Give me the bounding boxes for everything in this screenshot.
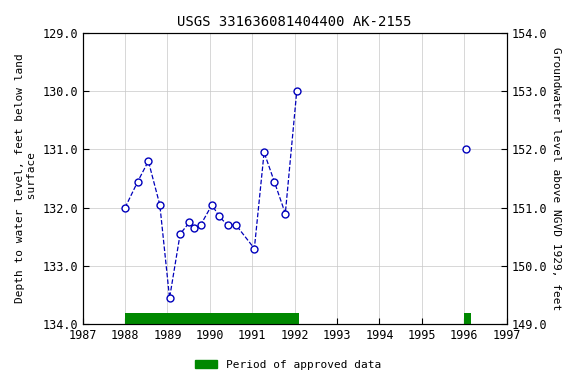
Y-axis label: Depth to water level, feet below land
 surface: Depth to water level, feet below land su… bbox=[15, 54, 37, 303]
Y-axis label: Groundwater level above NGVD 1929, feet: Groundwater level above NGVD 1929, feet bbox=[551, 47, 561, 310]
Bar bbox=[125, 313, 299, 324]
Legend: Period of approved data: Period of approved data bbox=[191, 356, 385, 375]
Title: USGS 331636081404400 AK-2155: USGS 331636081404400 AK-2155 bbox=[177, 15, 412, 29]
Bar bbox=[464, 313, 471, 324]
